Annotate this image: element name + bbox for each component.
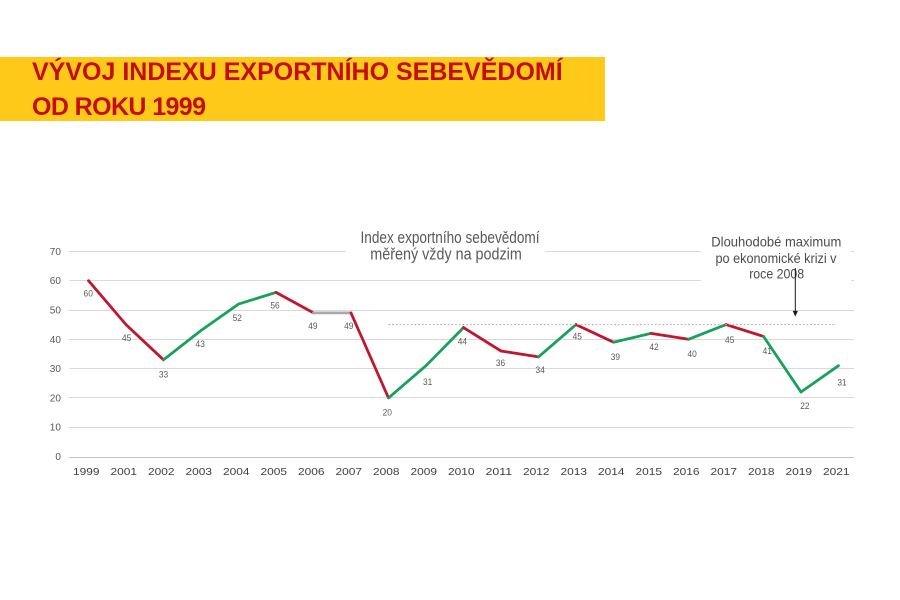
svg-text:31: 31 <box>837 378 846 389</box>
svg-text:2002: 2002 <box>148 467 175 478</box>
svg-text:60: 60 <box>84 289 93 300</box>
svg-text:2003: 2003 <box>186 467 213 478</box>
svg-text:2019: 2019 <box>786 467 813 478</box>
svg-text:20: 20 <box>383 407 392 418</box>
svg-text:40: 40 <box>50 335 62 346</box>
svg-text:2011: 2011 <box>486 467 513 478</box>
svg-text:2007: 2007 <box>336 467 363 478</box>
svg-text:Index exportního sebevědomí: Index exportního sebevědomí <box>361 228 540 247</box>
svg-text:49: 49 <box>308 321 317 332</box>
svg-text:2008: 2008 <box>373 467 400 478</box>
svg-text:2005: 2005 <box>261 467 288 478</box>
svg-text:41: 41 <box>763 346 772 357</box>
svg-text:50: 50 <box>50 306 62 317</box>
svg-text:2001: 2001 <box>111 467 138 478</box>
svg-text:0: 0 <box>55 452 61 463</box>
svg-text:36: 36 <box>496 358 505 369</box>
svg-text:56: 56 <box>270 300 279 311</box>
svg-text:2017: 2017 <box>711 467 738 478</box>
svg-text:2004: 2004 <box>223 467 250 478</box>
svg-text:2012: 2012 <box>523 467 550 478</box>
svg-text:2021: 2021 <box>823 467 850 478</box>
svg-text:Dlouhodobé maximum: Dlouhodobé maximum <box>711 233 841 249</box>
svg-text:60: 60 <box>50 276 62 287</box>
svg-text:40: 40 <box>687 349 696 360</box>
svg-text:2013: 2013 <box>561 467 588 478</box>
svg-text:42: 42 <box>649 342 658 353</box>
svg-text:10: 10 <box>50 423 62 434</box>
svg-text:2016: 2016 <box>673 467 700 478</box>
svg-text:49: 49 <box>344 321 353 332</box>
svg-text:52: 52 <box>233 313 242 324</box>
svg-text:45: 45 <box>122 333 131 344</box>
svg-text:2006: 2006 <box>298 467 325 478</box>
svg-text:31: 31 <box>423 377 432 388</box>
svg-text:30: 30 <box>50 364 62 375</box>
svg-text:39: 39 <box>611 352 620 363</box>
svg-text:roce 2008: roce 2008 <box>749 266 804 282</box>
svg-text:2018: 2018 <box>748 467 775 478</box>
svg-text:2014: 2014 <box>598 467 625 478</box>
svg-text:měřený vždy na podzim: měřený vždy na podzim <box>370 244 522 263</box>
svg-text:1999: 1999 <box>73 467 100 478</box>
svg-text:43: 43 <box>196 339 205 350</box>
svg-text:34: 34 <box>536 365 545 376</box>
svg-text:44: 44 <box>458 337 467 348</box>
svg-text:45: 45 <box>725 335 734 346</box>
svg-text:2015: 2015 <box>636 467 663 478</box>
svg-text:2010: 2010 <box>448 467 475 478</box>
svg-text:70: 70 <box>50 247 62 258</box>
svg-text:po ekonomické krizi v: po ekonomické krizi v <box>716 250 837 266</box>
svg-text:20: 20 <box>50 393 62 404</box>
svg-text:33: 33 <box>159 369 168 380</box>
svg-text:45: 45 <box>573 331 582 342</box>
svg-text:22: 22 <box>800 401 809 412</box>
svg-text:2009: 2009 <box>411 467 438 478</box>
